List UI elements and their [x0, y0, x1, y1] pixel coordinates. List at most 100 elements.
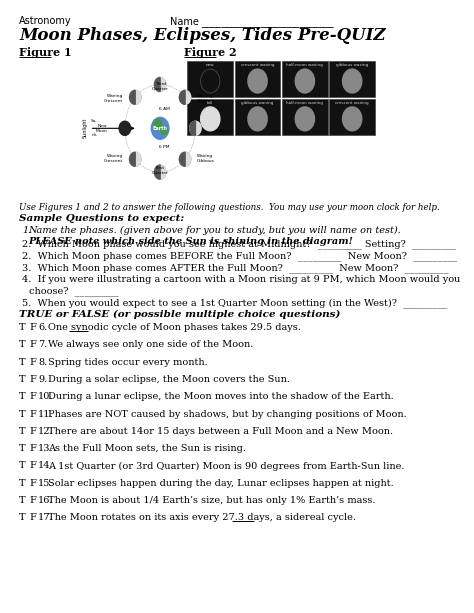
Text: 16.: 16.	[38, 496, 54, 505]
Bar	[282, 61, 328, 97]
Text: Name ___________________________: Name ___________________________	[170, 17, 333, 27]
Text: Su-: Su-	[91, 120, 98, 123]
Wedge shape	[155, 77, 160, 91]
Text: Sample Questions to expect:: Sample Questions to expect:	[19, 215, 184, 223]
Text: A 1st Quarter (or 3rd Quarter) Moon is 90 degrees from Earth-Sun line.: A 1st Quarter (or 3rd Quarter) Moon is 9…	[48, 462, 404, 471]
Circle shape	[180, 152, 191, 166]
Text: New
Moon: New Moon	[95, 124, 107, 132]
Text: F: F	[29, 375, 36, 384]
Circle shape	[180, 90, 191, 104]
Text: Sunlight: Sunlight	[82, 118, 87, 139]
Circle shape	[155, 165, 166, 179]
Circle shape	[295, 69, 314, 93]
Text: Solar eclipses happen during the day, Lunar eclipses happen at night.: Solar eclipses happen during the day, Lu…	[48, 479, 393, 488]
Text: F: F	[29, 496, 36, 505]
Bar	[187, 99, 233, 135]
Circle shape	[190, 121, 201, 135]
Text: T: T	[19, 479, 26, 488]
Text: 1.: 1.	[22, 226, 32, 235]
Text: 2.  Which Moon phase comes BEFORE the Full Moon?  _________  New Moon?  ________: 2. Which Moon phase comes BEFORE the Ful…	[22, 251, 457, 261]
Circle shape	[180, 90, 191, 104]
Text: 6.: 6.	[38, 323, 47, 332]
Text: Earth: Earth	[153, 126, 168, 131]
Text: crescent waning: crescent waning	[336, 101, 369, 105]
Text: T: T	[19, 409, 26, 419]
Text: Waxing
Gibbous: Waxing Gibbous	[197, 154, 215, 162]
Text: Waxing
Crescent: Waxing Crescent	[104, 154, 123, 162]
Text: 2.  Which Moon phase would you see highest at Midnight?  _________ Setting?  ___: 2. Which Moon phase would you see highes…	[22, 239, 456, 249]
Text: 3.  Which Moon phase comes AFTER the Full Moon?  _________  New Moon?  _________: 3. Which Moon phase comes AFTER the Full…	[22, 263, 449, 273]
Text: F: F	[29, 340, 36, 349]
Circle shape	[180, 152, 191, 166]
Text: 13.: 13.	[38, 444, 54, 453]
Text: F: F	[29, 427, 36, 436]
Text: choose?  _________: choose? _________	[28, 286, 118, 296]
Text: TRUE or FALSE (or possible multiple choice questions): TRUE or FALSE (or possible multiple choi…	[19, 310, 340, 319]
Text: T: T	[19, 462, 26, 471]
Circle shape	[201, 107, 220, 131]
Bar	[187, 61, 233, 97]
Text: 7.: 7.	[38, 340, 48, 349]
Bar	[235, 61, 281, 97]
Circle shape	[119, 121, 130, 135]
Text: There are about 14or 15 days between a Full Moon and a New Moon.: There are about 14or 15 days between a F…	[48, 427, 393, 436]
Circle shape	[248, 69, 267, 93]
Text: The Moon rotates on its axis every 27.3 days, a sidereal cycle.: The Moon rotates on its axis every 27.3 …	[48, 514, 356, 522]
Wedge shape	[129, 152, 135, 166]
Wedge shape	[180, 152, 185, 166]
Text: T: T	[19, 357, 26, 367]
Text: T: T	[19, 427, 26, 436]
Text: Waning
Gibbous: Waning Gibbous	[197, 94, 215, 102]
Text: T: T	[19, 514, 26, 522]
Text: Waning
Crescent: Waning Crescent	[104, 94, 123, 102]
Wedge shape	[129, 90, 135, 104]
Text: Moon Phases, Eclipses, Tides Pre-QUIZ: Moon Phases, Eclipses, Tides Pre-QUIZ	[19, 27, 385, 44]
Text: half-moon waxing: half-moon waxing	[286, 63, 323, 67]
Circle shape	[154, 120, 162, 129]
Text: 12.: 12.	[38, 427, 54, 436]
Text: crescent waxing: crescent waxing	[241, 63, 274, 67]
Text: Figure 1: Figure 1	[19, 47, 72, 58]
Text: 14.: 14.	[38, 462, 54, 471]
Circle shape	[248, 107, 267, 131]
Text: 6 PM: 6 PM	[159, 145, 169, 149]
Circle shape	[190, 121, 201, 135]
Circle shape	[201, 69, 220, 93]
Text: PLEASE note which side the Sun is shining in the diagram!: PLEASE note which side the Sun is shinin…	[28, 237, 354, 246]
Text: F: F	[29, 409, 36, 419]
Text: First
Quarter: First Quarter	[152, 166, 169, 175]
Text: Use Figures 1 and 2 to answer the following questions.  You may use your moon cl: Use Figures 1 and 2 to answer the follow…	[19, 204, 440, 213]
Text: We always see only one side of the Moon.: We always see only one side of the Moon.	[48, 340, 253, 349]
Text: Astronomy: Astronomy	[19, 17, 72, 26]
Bar	[329, 99, 375, 135]
Text: half-moon waning: half-moon waning	[286, 101, 323, 105]
Circle shape	[119, 121, 130, 135]
Text: 6 AM: 6 AM	[159, 107, 170, 112]
Text: T: T	[19, 392, 26, 402]
Text: full: full	[207, 101, 213, 105]
Text: During a lunar eclipse, the Moon moves into the shadow of the Earth.: During a lunar eclipse, the Moon moves i…	[48, 392, 393, 402]
Text: 5.  When you would expect to see a 1st Quarter Moon setting (in the West)?  ____: 5. When you would expect to see a 1st Qu…	[22, 298, 447, 308]
Text: As the Full Moon sets, the Sun is rising.: As the Full Moon sets, the Sun is rising…	[48, 444, 246, 453]
Text: T: T	[19, 340, 26, 349]
Bar	[282, 99, 328, 135]
Text: T: T	[19, 323, 26, 332]
Text: 8.: 8.	[38, 357, 47, 367]
Text: F: F	[29, 357, 36, 367]
Text: new: new	[206, 63, 215, 67]
Text: F: F	[29, 462, 36, 471]
Text: 17.: 17.	[38, 514, 54, 522]
Circle shape	[155, 77, 166, 91]
Text: 10.: 10.	[38, 392, 54, 402]
Text: F: F	[29, 514, 36, 522]
Circle shape	[343, 69, 362, 93]
Text: T: T	[19, 496, 26, 505]
Wedge shape	[180, 90, 185, 104]
Text: During a solar eclipse, the Moon covers the Sun.: During a solar eclipse, the Moon covers …	[48, 375, 290, 384]
Text: T: T	[19, 375, 26, 384]
Circle shape	[161, 126, 167, 134]
Bar	[329, 61, 375, 97]
Text: 11.: 11.	[38, 409, 54, 419]
Text: One synodic cycle of Moon phases takes 29.5 days.: One synodic cycle of Moon phases takes 2…	[48, 323, 301, 332]
Text: 4.  If you were illustrating a cartoon with a Moon rising at 9 PM, which Moon wo: 4. If you were illustrating a cartoon wi…	[22, 275, 461, 284]
